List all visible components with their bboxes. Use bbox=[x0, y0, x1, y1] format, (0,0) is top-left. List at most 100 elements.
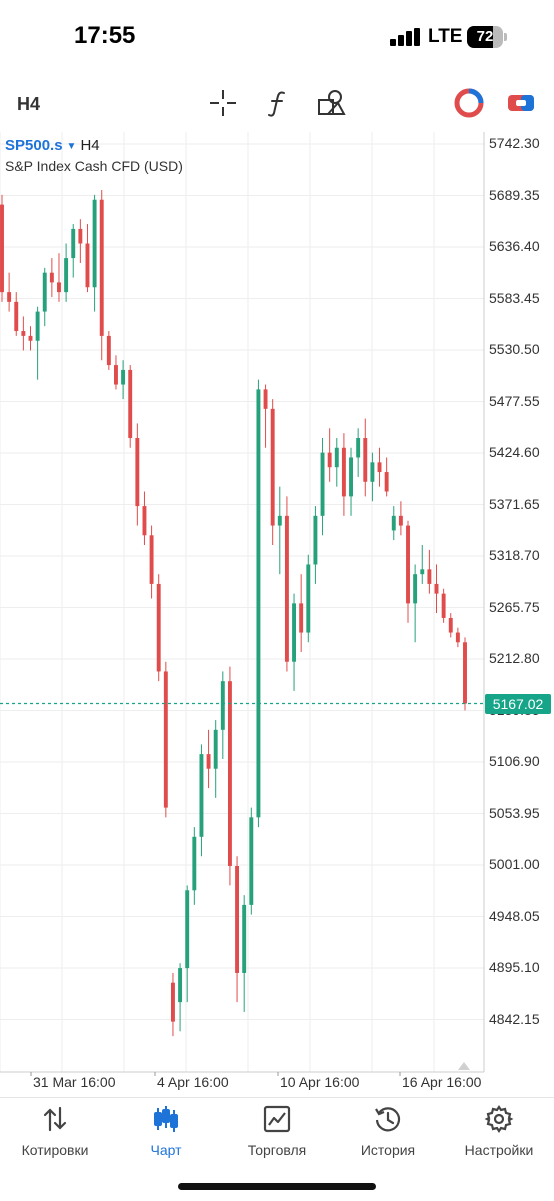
nav-label: Торговля bbox=[247, 1142, 307, 1158]
candle-body bbox=[106, 335, 111, 366]
candle-body bbox=[448, 617, 453, 633]
price-tick-label: 5530.50 bbox=[489, 341, 540, 357]
candle-body bbox=[306, 564, 311, 633]
candle-body bbox=[42, 272, 47, 312]
candle-body bbox=[242, 904, 247, 973]
candle-body bbox=[21, 331, 26, 336]
candle-body bbox=[391, 515, 396, 531]
crosshair-icon[interactable] bbox=[206, 86, 240, 120]
candle-body bbox=[163, 671, 168, 808]
symbol-dropdown-icon[interactable]: ▼ bbox=[66, 140, 77, 152]
candle-body bbox=[64, 258, 69, 293]
chart-canvas[interactable] bbox=[0, 132, 554, 1097]
nav-history[interactable]: История bbox=[333, 1104, 443, 1158]
candle-body bbox=[149, 535, 154, 584]
time-tick-label: 4 Apr 16:00 bbox=[157, 1074, 229, 1090]
time-tick-label: 16 Apr 16:00 bbox=[402, 1074, 482, 1090]
candle-body bbox=[14, 301, 19, 332]
price-tick-label: 5424.60 bbox=[489, 444, 540, 460]
candle-body bbox=[413, 574, 418, 604]
nav-chart[interactable]: Чарт bbox=[111, 1104, 221, 1158]
symbol-description: S&P Index Cash CFD (USD) bbox=[5, 158, 183, 174]
function-icon[interactable] bbox=[262, 86, 296, 120]
candle-body bbox=[199, 754, 204, 837]
candle-body bbox=[263, 389, 268, 409]
candle-body bbox=[192, 836, 197, 891]
chart-icon bbox=[154, 1106, 178, 1132]
chart-toolbar: H4 bbox=[0, 76, 554, 132]
candle-body bbox=[235, 865, 240, 973]
candle-body bbox=[156, 583, 161, 672]
candle-body bbox=[256, 389, 261, 818]
quotes-icon bbox=[43, 1106, 67, 1132]
price-tick-label: 5318.70 bbox=[489, 547, 540, 563]
candle-body bbox=[406, 525, 410, 604]
candle-body bbox=[206, 754, 211, 769]
candle-body bbox=[170, 982, 175, 1022]
candle-body bbox=[334, 447, 339, 468]
candle-body bbox=[327, 452, 332, 468]
candle-body bbox=[270, 408, 275, 526]
candle-body bbox=[299, 603, 304, 633]
nav-settings[interactable]: Настройки bbox=[444, 1104, 554, 1158]
candle-body bbox=[349, 457, 353, 497]
candle-body bbox=[185, 890, 190, 969]
candle-body bbox=[220, 681, 225, 730]
price-tick-label: 5477.55 bbox=[489, 392, 540, 409]
nav-label: Котировки bbox=[21, 1142, 89, 1158]
candle-body bbox=[227, 681, 232, 866]
current-price-badge: 5167.02 bbox=[485, 693, 551, 714]
network-type: LTE bbox=[428, 26, 463, 47]
candle-body bbox=[135, 438, 140, 507]
candle-body bbox=[363, 438, 368, 482]
nav-quotes[interactable]: Котировки bbox=[0, 1104, 110, 1158]
candle-body bbox=[370, 462, 375, 482]
timeframe-button[interactable]: H4 bbox=[17, 94, 41, 114]
status-bar: 17:55 LTE 72 bbox=[0, 0, 554, 76]
price-tick-label: 5265.75 bbox=[489, 598, 540, 615]
mt-logo-icon[interactable] bbox=[452, 86, 486, 120]
price-tick-label: 5212.80 bbox=[489, 650, 540, 666]
candle-body bbox=[0, 204, 4, 293]
home-indicator bbox=[178, 1183, 376, 1190]
objects-icon[interactable] bbox=[314, 86, 348, 120]
bottom-navigation: Котировки Чарт Торговля История bbox=[0, 1097, 554, 1201]
candle-body bbox=[441, 593, 446, 618]
time-tick-label: 10 Apr 16:00 bbox=[280, 1074, 360, 1090]
candle-body bbox=[114, 365, 118, 385]
symbol-period: H4 bbox=[80, 137, 100, 154]
battery-icon: 72 bbox=[467, 26, 503, 48]
price-tick-label: 5106.90 bbox=[489, 753, 540, 769]
candle-body bbox=[341, 447, 346, 497]
scroll-marker-icon bbox=[458, 1062, 470, 1070]
candle-body bbox=[455, 632, 460, 643]
price-tick-label: 4895.10 bbox=[489, 959, 540, 975]
candle-body bbox=[284, 515, 289, 662]
candle-body bbox=[57, 282, 61, 293]
symbol-header[interactable]: SP500.s ▼ H4 bbox=[5, 137, 100, 154]
candle-body bbox=[463, 642, 467, 704]
price-tick-label: 5053.95 bbox=[489, 804, 540, 821]
price-tick-label: 4842.15 bbox=[489, 1010, 540, 1027]
candle-body bbox=[99, 199, 104, 336]
candle-body bbox=[313, 515, 318, 565]
candle-body bbox=[71, 228, 76, 259]
signal-icon bbox=[390, 28, 422, 46]
time-tick-label: 31 Mar 16:00 bbox=[33, 1074, 116, 1090]
price-tick-label: 5583.45 bbox=[489, 289, 540, 306]
symbol-name[interactable]: SP500.s bbox=[5, 137, 63, 154]
nav-trade[interactable]: Торговля bbox=[222, 1104, 332, 1158]
candle-body bbox=[92, 199, 97, 288]
candle-body bbox=[420, 569, 425, 575]
nav-label: Настройки bbox=[464, 1142, 534, 1158]
price-chart[interactable]: SP500.s ▼ H4 S&P Index Cash CFD (USD) 5742… bbox=[0, 132, 554, 1097]
price-tick-label: 4948.05 bbox=[489, 907, 540, 924]
price-tick-label: 5636.40 bbox=[489, 238, 540, 254]
candle-body bbox=[384, 472, 389, 492]
nav-label: Чарт bbox=[150, 1142, 182, 1158]
candle-body bbox=[249, 817, 254, 905]
candle-body bbox=[398, 515, 403, 526]
candle-body bbox=[35, 311, 40, 341]
trade-toggle-icon[interactable] bbox=[504, 86, 538, 120]
candle-body bbox=[128, 369, 133, 439]
